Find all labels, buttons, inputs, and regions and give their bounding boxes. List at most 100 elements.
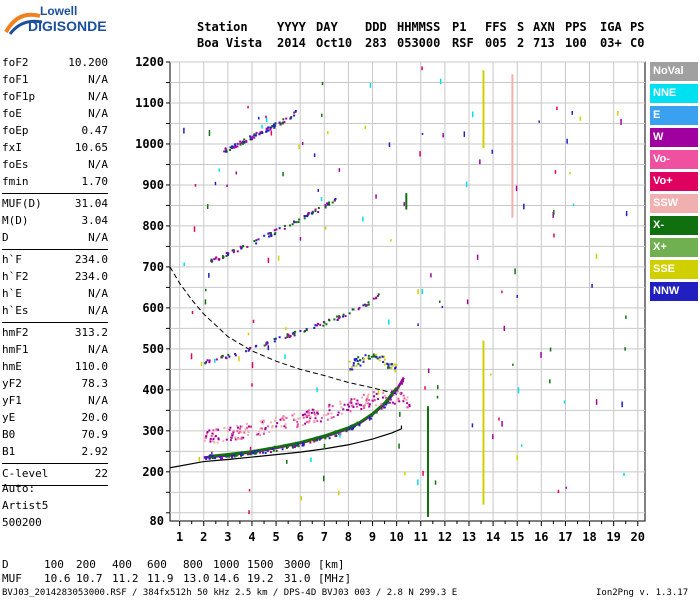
echo-point [230, 438, 233, 441]
echo-point [348, 360, 351, 363]
echo-point [238, 437, 241, 440]
echo-point [279, 122, 282, 125]
echo-point [264, 428, 267, 431]
header-row1-cell: DDD [365, 20, 387, 34]
echo-point [394, 366, 397, 369]
echo-point [247, 349, 250, 352]
echo-point [295, 221, 298, 224]
noise-point [364, 125, 366, 130]
echo-point [387, 366, 390, 369]
echo-point [327, 412, 330, 415]
echo-point [328, 319, 331, 322]
echo-point [395, 387, 398, 390]
echo-point [293, 111, 296, 114]
echo-point [234, 354, 237, 357]
echo-point [209, 437, 212, 440]
echo-point [240, 453, 243, 456]
echo-point [282, 415, 285, 418]
noise-point [549, 379, 551, 384]
noise-point [595, 399, 598, 405]
echo-point [352, 406, 355, 409]
echo-point [356, 360, 359, 363]
noise-point [198, 457, 201, 462]
echo-point [236, 250, 239, 253]
param-row: foF1p N/A [2, 90, 108, 107]
echo-point [264, 427, 267, 430]
echo-point [291, 414, 294, 417]
echo-point [294, 109, 297, 112]
echo-point [236, 424, 239, 427]
echo-point [309, 415, 312, 418]
echo-point [384, 363, 387, 366]
noise-point [491, 149, 494, 154]
echo-point [283, 121, 286, 124]
noise-point [516, 294, 518, 298]
noise-point [310, 440, 313, 443]
echo-point [316, 410, 319, 413]
muf-curve [169, 266, 397, 395]
separator [2, 249, 108, 250]
echo-point [349, 368, 352, 371]
noise-point [191, 310, 194, 315]
echo-point [296, 443, 299, 446]
echo-point [346, 408, 349, 411]
echo-point [403, 397, 406, 400]
echo-point [211, 457, 214, 460]
echo-point [313, 326, 316, 329]
param-row: h`Es N/A [2, 304, 108, 321]
echo-point [383, 355, 386, 358]
param-value: N/A [88, 158, 108, 171]
echo-point [337, 430, 340, 433]
noise-point [270, 130, 273, 136]
echo-point [395, 389, 398, 392]
y-tick-label: 400 [142, 383, 164, 397]
muf-value: 11.9 [147, 572, 174, 585]
echo-point [373, 395, 376, 398]
echo-point [342, 315, 345, 318]
echo-point [259, 427, 262, 430]
echo-point [378, 407, 381, 410]
echo-point [222, 439, 225, 442]
echo-point [357, 308, 360, 311]
echo-point [209, 440, 212, 443]
distance-value: 1500 [247, 558, 274, 571]
echo-point [231, 434, 234, 437]
echo-point [340, 429, 343, 432]
y-tick-label: 800 [142, 219, 164, 233]
echo-point [266, 128, 269, 131]
echo-point [372, 391, 375, 394]
echo-point [255, 131, 258, 134]
echo-point [363, 303, 366, 306]
echo-point [395, 363, 398, 366]
param-row: hmF2 313.2 [2, 326, 108, 343]
echo-point [305, 327, 308, 330]
echo-point [211, 454, 214, 457]
param-name: foE [2, 107, 22, 120]
noise-point [540, 352, 542, 358]
echo-point [401, 382, 404, 385]
param-name: h`F2 [2, 270, 29, 283]
legend-item: E [650, 106, 698, 125]
distance-value: 3000 [284, 558, 311, 571]
echo-point [385, 402, 388, 405]
x-tick-label: 18 [582, 530, 596, 544]
echo-point [355, 364, 358, 367]
echo-point [353, 358, 356, 361]
echo-point [353, 359, 356, 362]
noise-point [434, 480, 437, 485]
noise-point [552, 211, 554, 218]
echo-point [241, 425, 244, 428]
echo-point [349, 410, 352, 413]
noise-point [375, 194, 377, 199]
echo-point [402, 400, 405, 403]
echo-point [275, 449, 278, 452]
echo-point [265, 130, 268, 133]
echo-point [372, 355, 375, 358]
param-name: foEs [2, 158, 29, 171]
echo-point [234, 144, 237, 147]
echo-point [308, 414, 311, 417]
echo-point [406, 396, 409, 399]
echo-point [377, 293, 380, 296]
echo-point [297, 445, 300, 448]
